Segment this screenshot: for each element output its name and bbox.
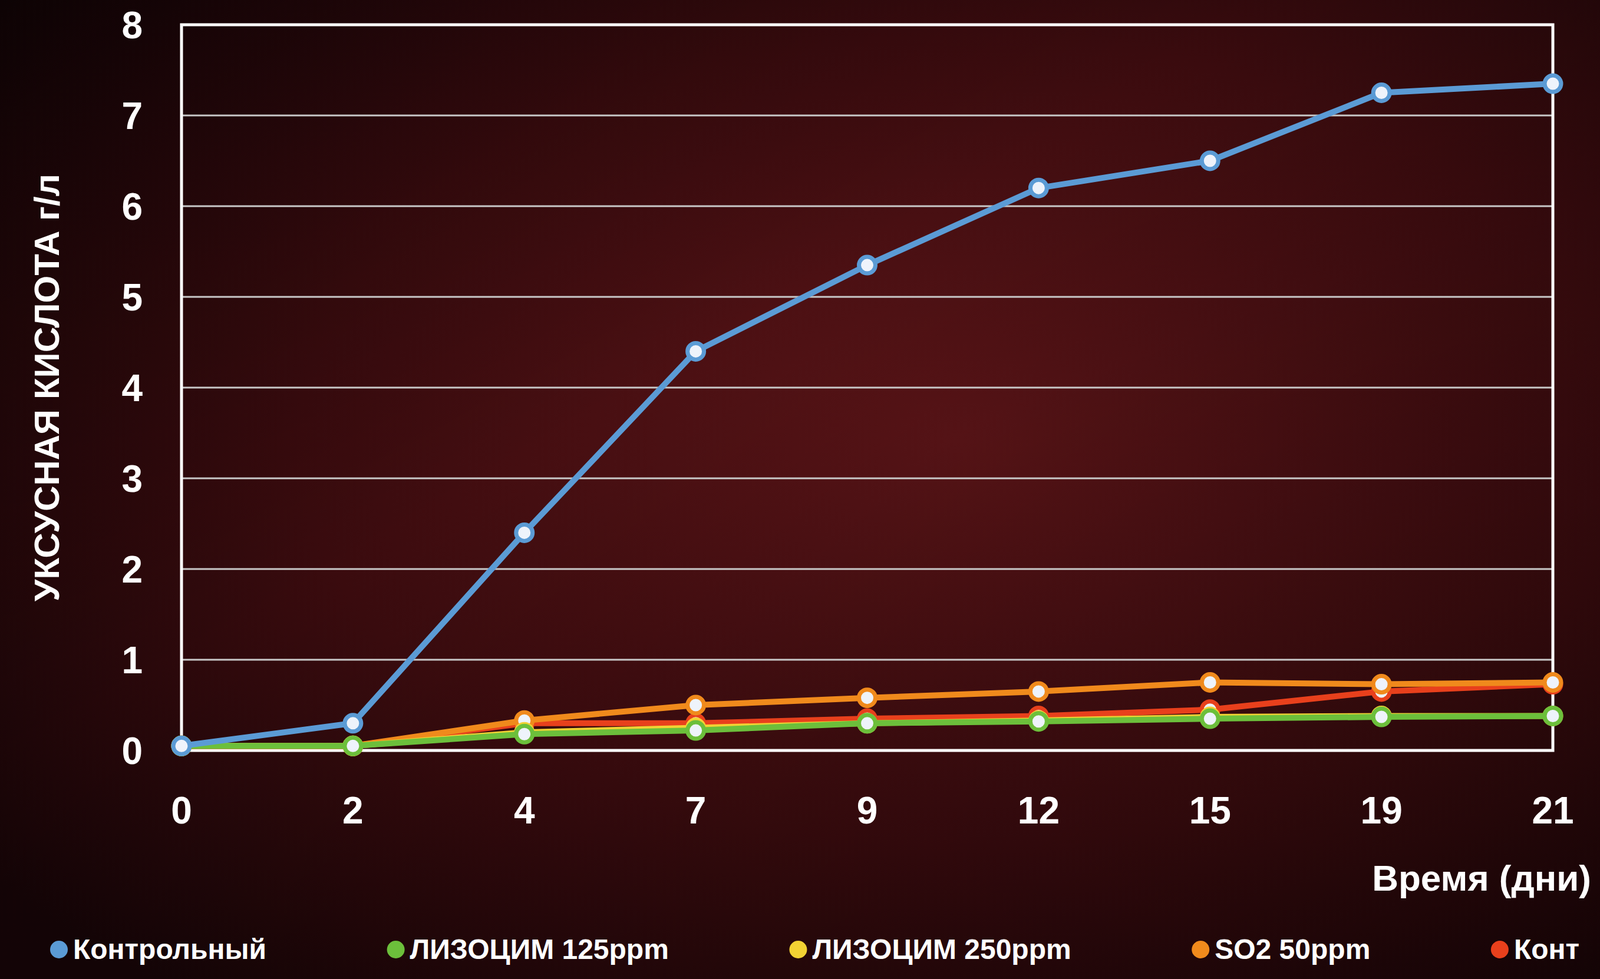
legend: Контрольный ЛИЗОЦИМ 125ppm ЛИЗОЦИМ 250ppm S… <box>50 934 1580 966</box>
y-tick-label: 5 <box>121 276 143 319</box>
series-marker <box>344 737 362 755</box>
grid-line <box>181 205 1553 208</box>
grid-line <box>181 387 1553 389</box>
series-marker <box>1373 84 1390 102</box>
series-marker <box>173 737 190 755</box>
series-line <box>181 83 1553 747</box>
x-tick-label: 0 <box>170 789 193 833</box>
series-marker <box>173 737 190 755</box>
legend-marker <box>789 941 807 959</box>
legend-label: Контрольный <box>73 934 267 966</box>
series-marker <box>687 722 705 740</box>
series-marker <box>1201 674 1219 692</box>
series-marker <box>1030 683 1047 701</box>
legend-marker <box>50 941 68 959</box>
x-tick-label: 4 <box>513 789 536 833</box>
legend-marker <box>1191 941 1210 959</box>
series-line <box>181 683 1553 747</box>
legend-item: ЛИЗОЦИМ 250ppm <box>789 934 1071 966</box>
series-marker <box>859 256 876 274</box>
series-marker <box>1544 75 1562 92</box>
y-tick-label: 1 <box>121 639 143 682</box>
legend-item: ЛИЗОЦИМ 125ppm <box>387 934 669 966</box>
x-axis-title: Время (дни) <box>1371 858 1592 899</box>
x-tick-label: 2 <box>342 789 364 833</box>
legend-label: Конт <box>1513 934 1580 966</box>
grid-line <box>181 568 1553 571</box>
series-marker <box>344 737 362 755</box>
background-shade <box>0 0 1600 979</box>
series-marker <box>859 715 876 732</box>
y-tick-label: 3 <box>121 457 143 501</box>
x-tick-label: 12 <box>1017 789 1060 833</box>
legend-marker <box>1490 941 1509 959</box>
series-marker <box>1201 710 1219 728</box>
y-tick-label: 4 <box>121 367 143 410</box>
y-tick-label: 8 <box>121 4 143 47</box>
series-marker <box>1373 708 1390 726</box>
legend-item: SO2 50ppm <box>1191 934 1371 966</box>
x-tick-label: 19 <box>1360 789 1403 833</box>
series-marker <box>173 737 190 755</box>
series-marker <box>859 690 876 707</box>
plot-frame <box>181 24 1553 751</box>
series-marker <box>1030 179 1047 197</box>
series-marker <box>687 697 705 714</box>
x-tick-label: 7 <box>685 789 707 833</box>
y-tick-label: 7 <box>121 94 143 138</box>
legend-item: Контрольный <box>50 934 267 966</box>
series-marker <box>344 737 362 755</box>
grid-line <box>181 114 1553 117</box>
series-marker <box>1544 707 1562 725</box>
grid-line <box>181 296 1553 299</box>
series-marker <box>1544 707 1562 725</box>
series-marker <box>516 726 533 743</box>
legend-item: Конт <box>1490 934 1580 966</box>
y-axis-title: УКСУСНАЯ КИСЛОТА г/л <box>27 173 67 602</box>
series-marker <box>1373 676 1390 694</box>
legend-marker <box>387 941 405 959</box>
series-marker <box>859 715 876 732</box>
series-marker <box>173 737 190 755</box>
series-marker <box>344 715 362 732</box>
y-tick-label: 6 <box>121 185 143 229</box>
y-tick-label: 2 <box>121 548 143 592</box>
y-tick-label: 0 <box>121 730 143 773</box>
series-marker <box>1544 674 1562 692</box>
x-tick-label: 9 <box>856 789 879 833</box>
background <box>0 0 1600 979</box>
grid-line <box>181 659 1553 662</box>
series-marker <box>344 737 362 755</box>
grid-line <box>181 477 1553 480</box>
chart: 0123456780247912151921УКСУСНАЯ КИСЛОТА г… <box>0 0 1600 979</box>
legend-label: ЛИЗОЦИМ 250ppm <box>812 934 1071 966</box>
x-tick-label: 21 <box>1531 789 1574 833</box>
series-line <box>181 684 1553 747</box>
series-marker <box>1030 713 1047 731</box>
series-marker <box>687 342 705 360</box>
series-marker <box>516 524 533 541</box>
legend-label: ЛИЗОЦИМ 125ppm <box>410 934 669 966</box>
series-marker <box>1201 152 1219 170</box>
series-group <box>173 75 1562 755</box>
x-tick-label: 15 <box>1189 789 1232 833</box>
series-marker <box>173 737 190 755</box>
legend-label: SO2 50ppm <box>1214 934 1371 966</box>
